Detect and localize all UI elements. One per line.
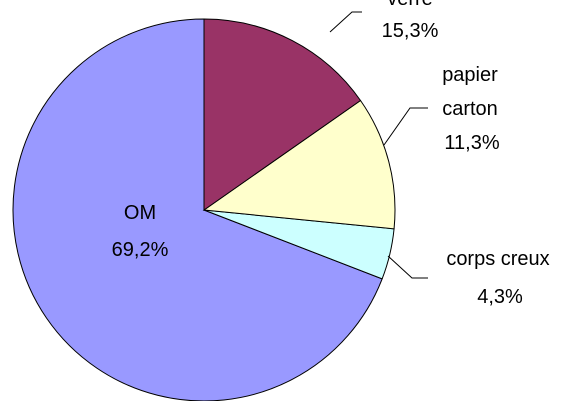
value-label: 4,3% — [477, 286, 523, 308]
leader-line — [387, 255, 428, 279]
slice-label: corps creux — [446, 248, 550, 270]
pie-slice — [203, 18, 362, 211]
slice-label: papier carton — [442, 64, 498, 120]
value-label: 69,2% — [111, 239, 169, 261]
leader-line — [329, 11, 362, 33]
leader-lines — [329, 11, 428, 279]
slice-label: verre — [387, 0, 433, 16]
pie-slice — [12, 18, 383, 401]
value-label: 11,3% — [444, 132, 500, 154]
leader-line — [383, 107, 428, 146]
slice-label: OM — [123, 202, 157, 224]
pie-slice — [202, 99, 396, 230]
value-label: 15,3% — [381, 20, 439, 42]
